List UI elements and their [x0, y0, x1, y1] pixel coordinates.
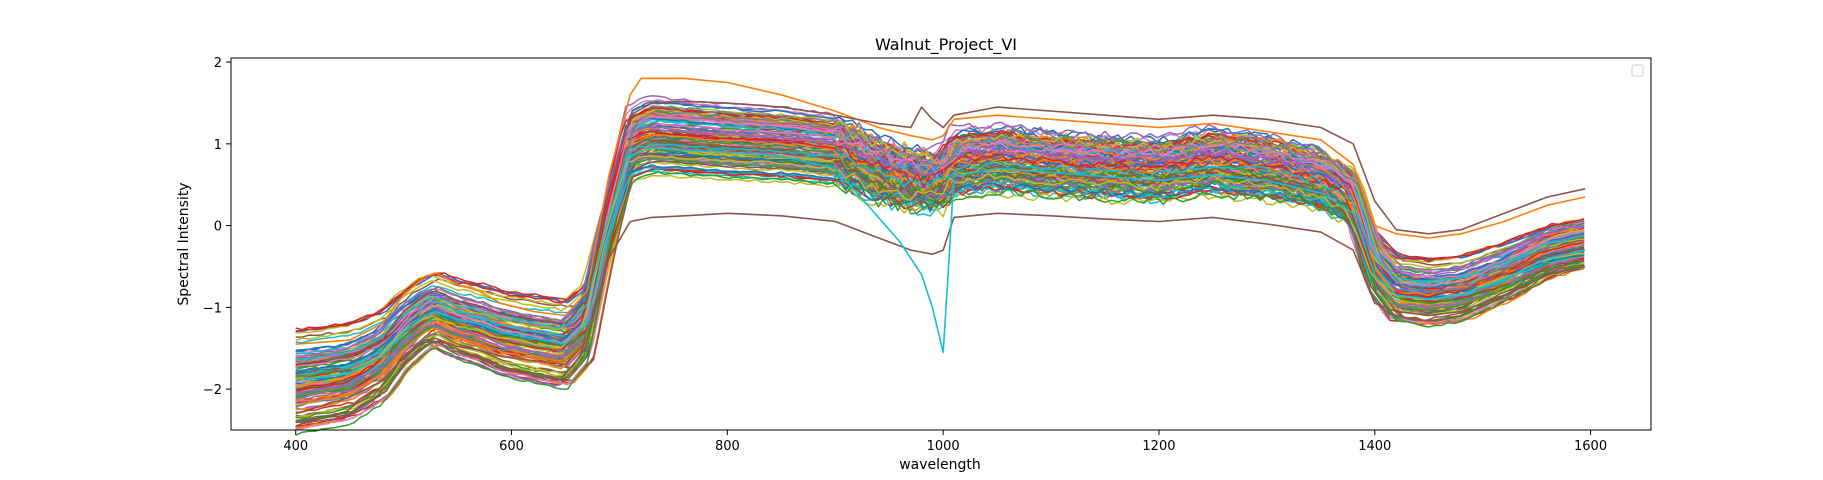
spectrum-line [295, 100, 1586, 366]
spectrum-line [295, 155, 1585, 383]
spectrum-line [295, 115, 1585, 384]
spectrum-line [295, 109, 1585, 397]
spectrum-line [295, 138, 1585, 422]
x-axis: 400 600 800 1000 1200 1400 1600 [283, 430, 1607, 454]
spectrum-line [295, 114, 1585, 360]
x-tick-label: 1200 [1142, 439, 1175, 454]
spectrum-line [295, 212, 1586, 415]
plot-area-frame [230, 57, 1652, 431]
y-tick-label: 2 [214, 56, 222, 71]
spectrum-line [295, 143, 1585, 360]
x-tick-label: 400 [283, 439, 308, 454]
spectrum-line [295, 77, 1586, 345]
y-axis-label: Spectral Intensity [176, 182, 192, 305]
y-axis: −2 −1 0 1 2 [203, 56, 231, 398]
x-tick-label: 800 [715, 439, 740, 454]
y-tick-label: −2 [203, 383, 222, 398]
x-tick-label: 600 [499, 439, 524, 454]
spectrum-line [295, 147, 1586, 382]
x-tick-label: 1600 [1574, 439, 1607, 454]
spectrum-line [295, 116, 1585, 385]
x-tick-label: 1400 [1358, 439, 1391, 454]
legend-box[interactable] [1631, 64, 1644, 77]
y-tick-label: −1 [203, 301, 222, 316]
spectra-lines [295, 77, 1586, 436]
chart-title: Walnut_Project_VI [875, 35, 1017, 55]
y-tick-label: 1 [214, 138, 222, 153]
x-tick-label: 1000 [927, 439, 960, 454]
y-tick-label: 0 [214, 220, 222, 235]
x-axis-label: wavelength [899, 457, 981, 473]
spectrum-line [295, 130, 1585, 391]
spectrum-line [295, 123, 1585, 368]
